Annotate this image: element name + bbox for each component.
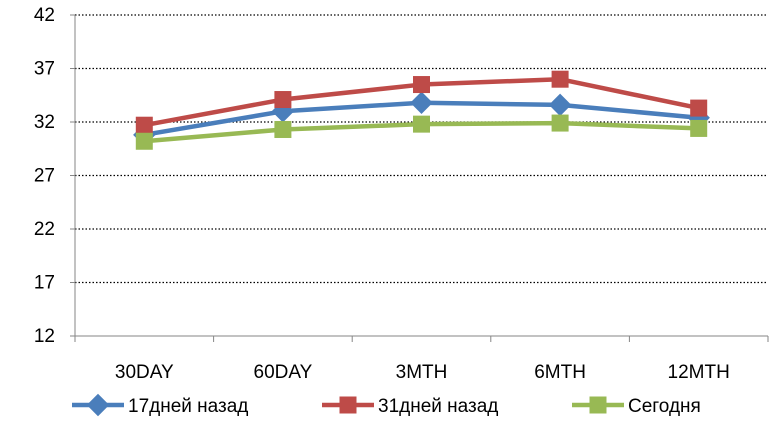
legend-label: Сегодня — [628, 396, 701, 417]
legend-marker — [589, 396, 607, 414]
data-point — [551, 114, 569, 132]
grid-layer — [75, 14, 768, 284]
series-group — [135, 70, 708, 134]
x-tick-label: 3MTH — [396, 362, 448, 383]
data-point — [551, 70, 569, 88]
y-tick-label: 22 — [34, 219, 55, 240]
data-point — [135, 132, 153, 150]
legend-label: 17дней назад — [128, 396, 248, 417]
data-point — [690, 119, 708, 137]
x-tick-label: 30DAY — [115, 362, 174, 383]
series-layer — [133, 70, 710, 150]
y-tick-label: 27 — [34, 166, 55, 187]
legend: 17дней назад 31дней назад Сегодня — [72, 393, 701, 417]
data-point — [548, 93, 572, 117]
data-point — [410, 91, 433, 114]
legend-item: Сегодня — [572, 396, 701, 417]
y-tick-label: 32 — [34, 112, 55, 133]
data-point — [135, 116, 153, 134]
y-tick-label: 12 — [34, 326, 55, 347]
data-point — [413, 76, 430, 94]
x-tick-label: 12MTH — [668, 362, 730, 383]
legend-item: 31дней назад — [322, 396, 498, 417]
data-point — [413, 115, 430, 133]
data-point — [690, 99, 708, 117]
legend-marker — [86, 393, 110, 417]
series-group — [135, 114, 708, 150]
data-point — [274, 91, 292, 109]
y-tick-label: 37 — [34, 59, 55, 80]
y-axis-tick-labels: 42 37 32 27 22 17 12 — [34, 5, 55, 347]
axis-layer — [70, 14, 769, 342]
x-tick-label: 60DAY — [254, 362, 313, 383]
x-axis-tick-labels: 30DAY 60DAY 3MTH 6MTH 12MTH — [115, 362, 730, 383]
legend-item: 17дней назад — [72, 393, 248, 417]
data-point — [274, 120, 292, 138]
x-tick-label: 6MTH — [534, 362, 586, 383]
legend-label: 31дней назад — [378, 396, 498, 417]
legend-marker — [339, 396, 357, 414]
y-tick-label: 17 — [34, 273, 55, 294]
y-tick-label: 42 — [34, 5, 55, 26]
